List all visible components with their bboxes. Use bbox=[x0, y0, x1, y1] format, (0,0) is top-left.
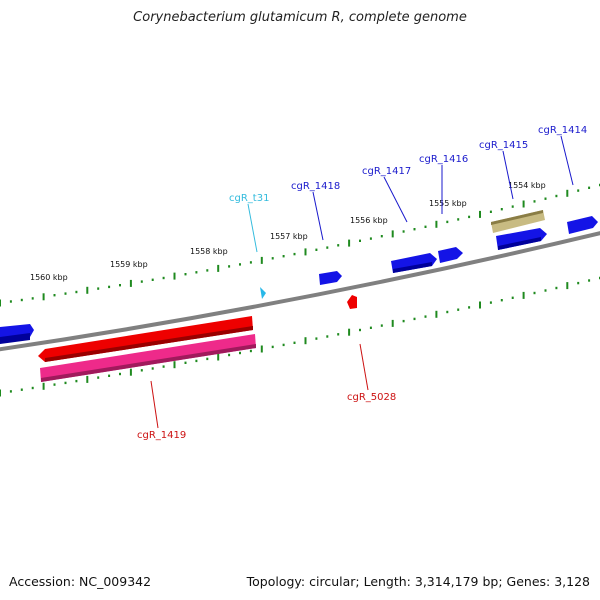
gene-label[interactable]: cgR_1418 bbox=[291, 181, 340, 192]
forward-cds[interactable] bbox=[391, 253, 437, 273]
kbp-label: 1557 kbp bbox=[270, 232, 308, 241]
kbp-label: 1559 kbp bbox=[110, 260, 148, 269]
map-title: Corynebacterium glutamicum R, complete g… bbox=[133, 10, 467, 25]
kbp-label: 1555 kbp bbox=[429, 199, 467, 208]
gene-label[interactable]: cgR_1414 bbox=[538, 125, 587, 136]
gene-label[interactable]: cgR_1416 bbox=[419, 154, 468, 165]
outer-tick-track bbox=[0, 183, 600, 307]
forward-cds[interactable] bbox=[0, 324, 34, 344]
other-feature[interactable] bbox=[491, 210, 545, 233]
kbp-label: 1558 kbp bbox=[190, 247, 228, 256]
genome-backbone bbox=[0, 231, 600, 352]
reverse-cds[interactable] bbox=[347, 295, 357, 309]
label-leader-lines bbox=[150, 135, 574, 429]
forward-cds[interactable] bbox=[567, 216, 598, 234]
accession-text: Accession: NC_009342 bbox=[9, 574, 152, 589]
kbp-label: 1556 kbp bbox=[350, 216, 388, 225]
gene-label[interactable]: cgR_5028 bbox=[347, 392, 396, 403]
genome-summary-text: Topology: circular; Length: 3,314,179 bp… bbox=[246, 574, 590, 589]
forward-cds[interactable] bbox=[319, 271, 342, 285]
forward-cds[interactable] bbox=[438, 247, 463, 263]
gene-label[interactable]: cgR_t31 bbox=[229, 193, 269, 204]
kbp-label: 1560 kbp bbox=[30, 273, 68, 282]
rna-feature[interactable] bbox=[260, 287, 266, 299]
gene-label[interactable]: cgR_1419 bbox=[137, 430, 186, 441]
reverse-cds[interactable] bbox=[38, 316, 253, 362]
gene-label[interactable]: cgR_1417 bbox=[362, 166, 411, 177]
inner-tick-track bbox=[0, 276, 600, 397]
reverse-cds-alt[interactable] bbox=[40, 334, 256, 382]
gene-label[interactable]: cgR_1415 bbox=[479, 140, 528, 151]
kbp-label: 1554 kbp bbox=[508, 181, 546, 190]
forward-cds[interactable] bbox=[496, 228, 547, 250]
